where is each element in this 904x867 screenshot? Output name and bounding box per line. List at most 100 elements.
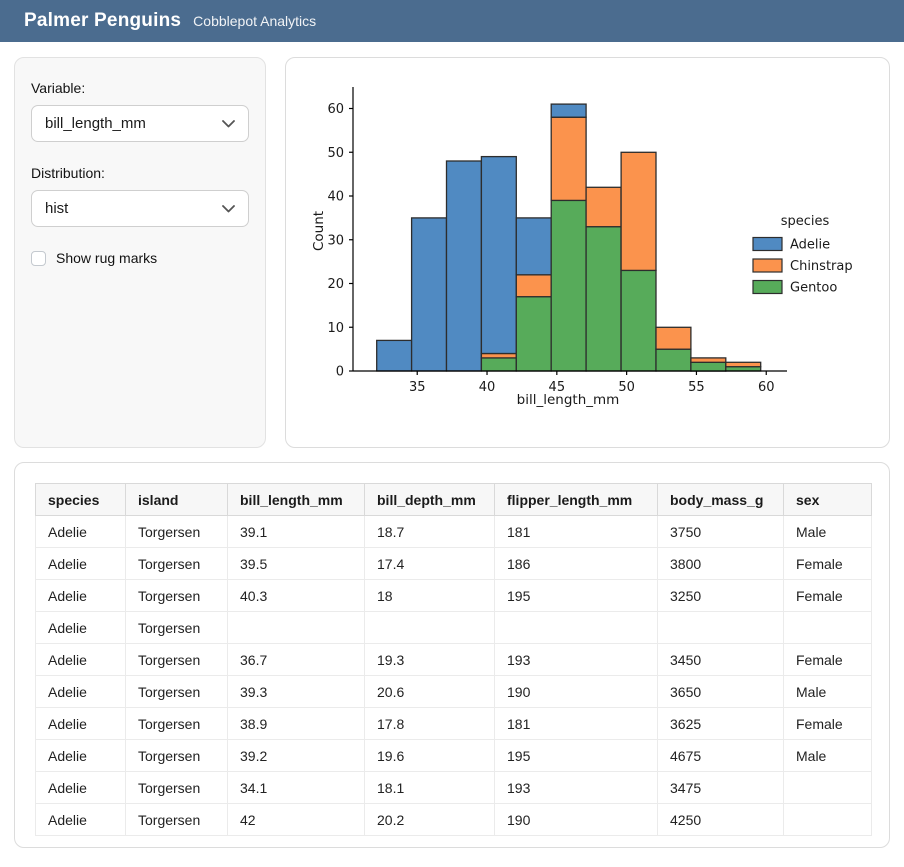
table-cell: 3475	[657, 771, 784, 804]
table-row: Adelie Torgersen 40.3 18 195 3250 Female	[35, 579, 872, 612]
table-cell: Torgersen	[125, 611, 228, 644]
table-cell: 193	[494, 771, 658, 804]
histogram-bar-gentoo	[550, 199, 587, 372]
table-cell: 3650	[657, 675, 784, 708]
legend-title: species	[781, 214, 830, 229]
table-cell: Female	[783, 547, 872, 580]
y-tick-label: 60	[327, 102, 344, 117]
x-tick-label: 55	[688, 380, 705, 395]
table-cell: 195	[494, 579, 658, 612]
table-cell: 193	[494, 643, 658, 676]
table-cell: 190	[494, 675, 658, 708]
legend-label-gentoo: Gentoo	[790, 281, 837, 296]
table-cell: 3750	[657, 515, 784, 548]
variable-select[interactable]: bill_length_mm	[31, 105, 249, 142]
y-tick-label: 40	[327, 190, 344, 205]
histogram-bar-adelie	[410, 217, 448, 372]
table-cell: 19.6	[364, 739, 495, 772]
x-tick-label: 50	[618, 380, 635, 395]
x-tick-label: 40	[479, 380, 496, 395]
column-header-species: species	[35, 483, 126, 516]
table-cell: Adelie	[35, 515, 126, 548]
app-title: Palmer Penguins	[24, 10, 182, 31]
table-cell: Torgersen	[125, 739, 228, 772]
table-cell	[783, 771, 872, 804]
table-card: species island bill_length_mm bill_depth_mm…	[14, 462, 890, 848]
y-tick-label: 0	[336, 365, 344, 380]
table-cell: 17.8	[364, 707, 495, 740]
x-tick-label: 60	[758, 380, 775, 395]
table-cell: 3625	[657, 707, 784, 740]
histogram-svg: 35 40 45 50 55 60 0 10 20 30 40 50 60 bill_length_mm C…	[311, 87, 853, 408]
histogram-bar-chinstrap	[515, 274, 552, 298]
histogram-bar-adelie	[376, 339, 413, 372]
column-header-bill_length_mm: bill_length_mm	[227, 483, 365, 516]
histogram-bar-chinstrap	[655, 326, 692, 350]
y-tick-label: 30	[327, 233, 344, 248]
table-cell: Torgersen	[125, 515, 228, 548]
table-cell	[657, 611, 784, 644]
y-axis-label: Count	[311, 211, 327, 251]
table-cell: 4250	[657, 803, 784, 836]
table-cell: 39.2	[227, 739, 365, 772]
column-header-sex: sex	[783, 483, 872, 516]
table-cell: Torgersen	[125, 643, 228, 676]
histogram-bar-gentoo	[690, 361, 727, 372]
distribution-select[interactable]: hist	[31, 190, 249, 227]
legend-swatch-chinstrap	[752, 258, 783, 273]
x-tick-label: 35	[409, 380, 426, 395]
table-cell: 18	[364, 579, 495, 612]
histogram-bar-adelie	[515, 217, 552, 276]
table-cell: Torgersen	[125, 707, 228, 740]
table-cell: 190	[494, 803, 658, 836]
chart-card: 35 40 45 50 55 60 0 10 20 30 40 50 60 bill_length_mm C…	[285, 57, 890, 448]
table-cell: 20.6	[364, 675, 495, 708]
table-cell: Torgersen	[125, 675, 228, 708]
x-axis-label: bill_length_mm	[517, 392, 620, 408]
table-cell: Female	[783, 579, 872, 612]
table-cell: Adelie	[35, 707, 126, 740]
show-rug-checkbox[interactable]	[31, 250, 46, 266]
penguins-table: species island bill_length_mm bill_depth_mm…	[35, 483, 872, 836]
table-cell: Adelie	[35, 803, 126, 836]
table-cell: 39.5	[227, 547, 365, 580]
table-row: Adelie Torgersen 39.2 19.6 195 4675 Male	[35, 739, 872, 772]
table-cell	[227, 611, 365, 644]
histogram-bar-gentoo	[515, 295, 552, 372]
legend-swatch-adelie	[752, 236, 783, 252]
variable-select-value: bill_length_mm	[45, 115, 146, 132]
table-header-row: species island bill_length_mm bill_depth_mm…	[35, 483, 872, 516]
column-header-flipper_length_mm: flipper_length_mm	[494, 483, 658, 516]
table-cell: Female	[783, 707, 872, 740]
table-cell	[783, 611, 872, 644]
table-cell: Adelie	[35, 675, 126, 708]
histogram-bar-chinstrap	[550, 116, 587, 202]
table-cell: 195	[494, 739, 658, 772]
table-cell: Torgersen	[125, 579, 228, 612]
column-header-body_mass_g: body_mass_g	[657, 483, 784, 516]
table-cell: 3800	[657, 547, 784, 580]
table-row: Adelie Torgersen	[35, 611, 872, 644]
histogram-bar-gentoo	[585, 225, 622, 372]
table-row: Adelie Torgersen 39.3 20.6 190 3650 Male	[35, 675, 872, 708]
distribution-label: Distribution:	[31, 165, 105, 181]
table-row: Adelie Torgersen 42 20.2 190 4250	[35, 803, 872, 836]
table-row: Adelie Torgersen 38.9 17.8 181 3625 Female	[35, 707, 872, 740]
table-row: Adelie Torgersen 34.1 18.1 193 3475	[35, 771, 872, 804]
table-cell: 36.7	[227, 643, 365, 676]
table-cell: 3250	[657, 579, 784, 612]
table-cell: Male	[783, 515, 872, 548]
chevron-down-icon	[222, 119, 235, 128]
table-cell: 181	[494, 707, 658, 740]
table-cell: 40.3	[227, 579, 365, 612]
show-rug-label: Show rug marks	[56, 250, 158, 266]
histogram-bar-adelie	[445, 160, 483, 372]
distribution-select-value: hist	[45, 200, 69, 217]
column-header-island: island	[125, 483, 228, 516]
histogram-bar-chinstrap	[620, 151, 657, 272]
histogram-bar-adelie	[480, 155, 517, 355]
table-cell: Male	[783, 675, 872, 708]
table-cell: Female	[783, 643, 872, 676]
y-tick-label: 20	[327, 277, 344, 292]
legend-swatch-gentoo	[752, 279, 783, 295]
